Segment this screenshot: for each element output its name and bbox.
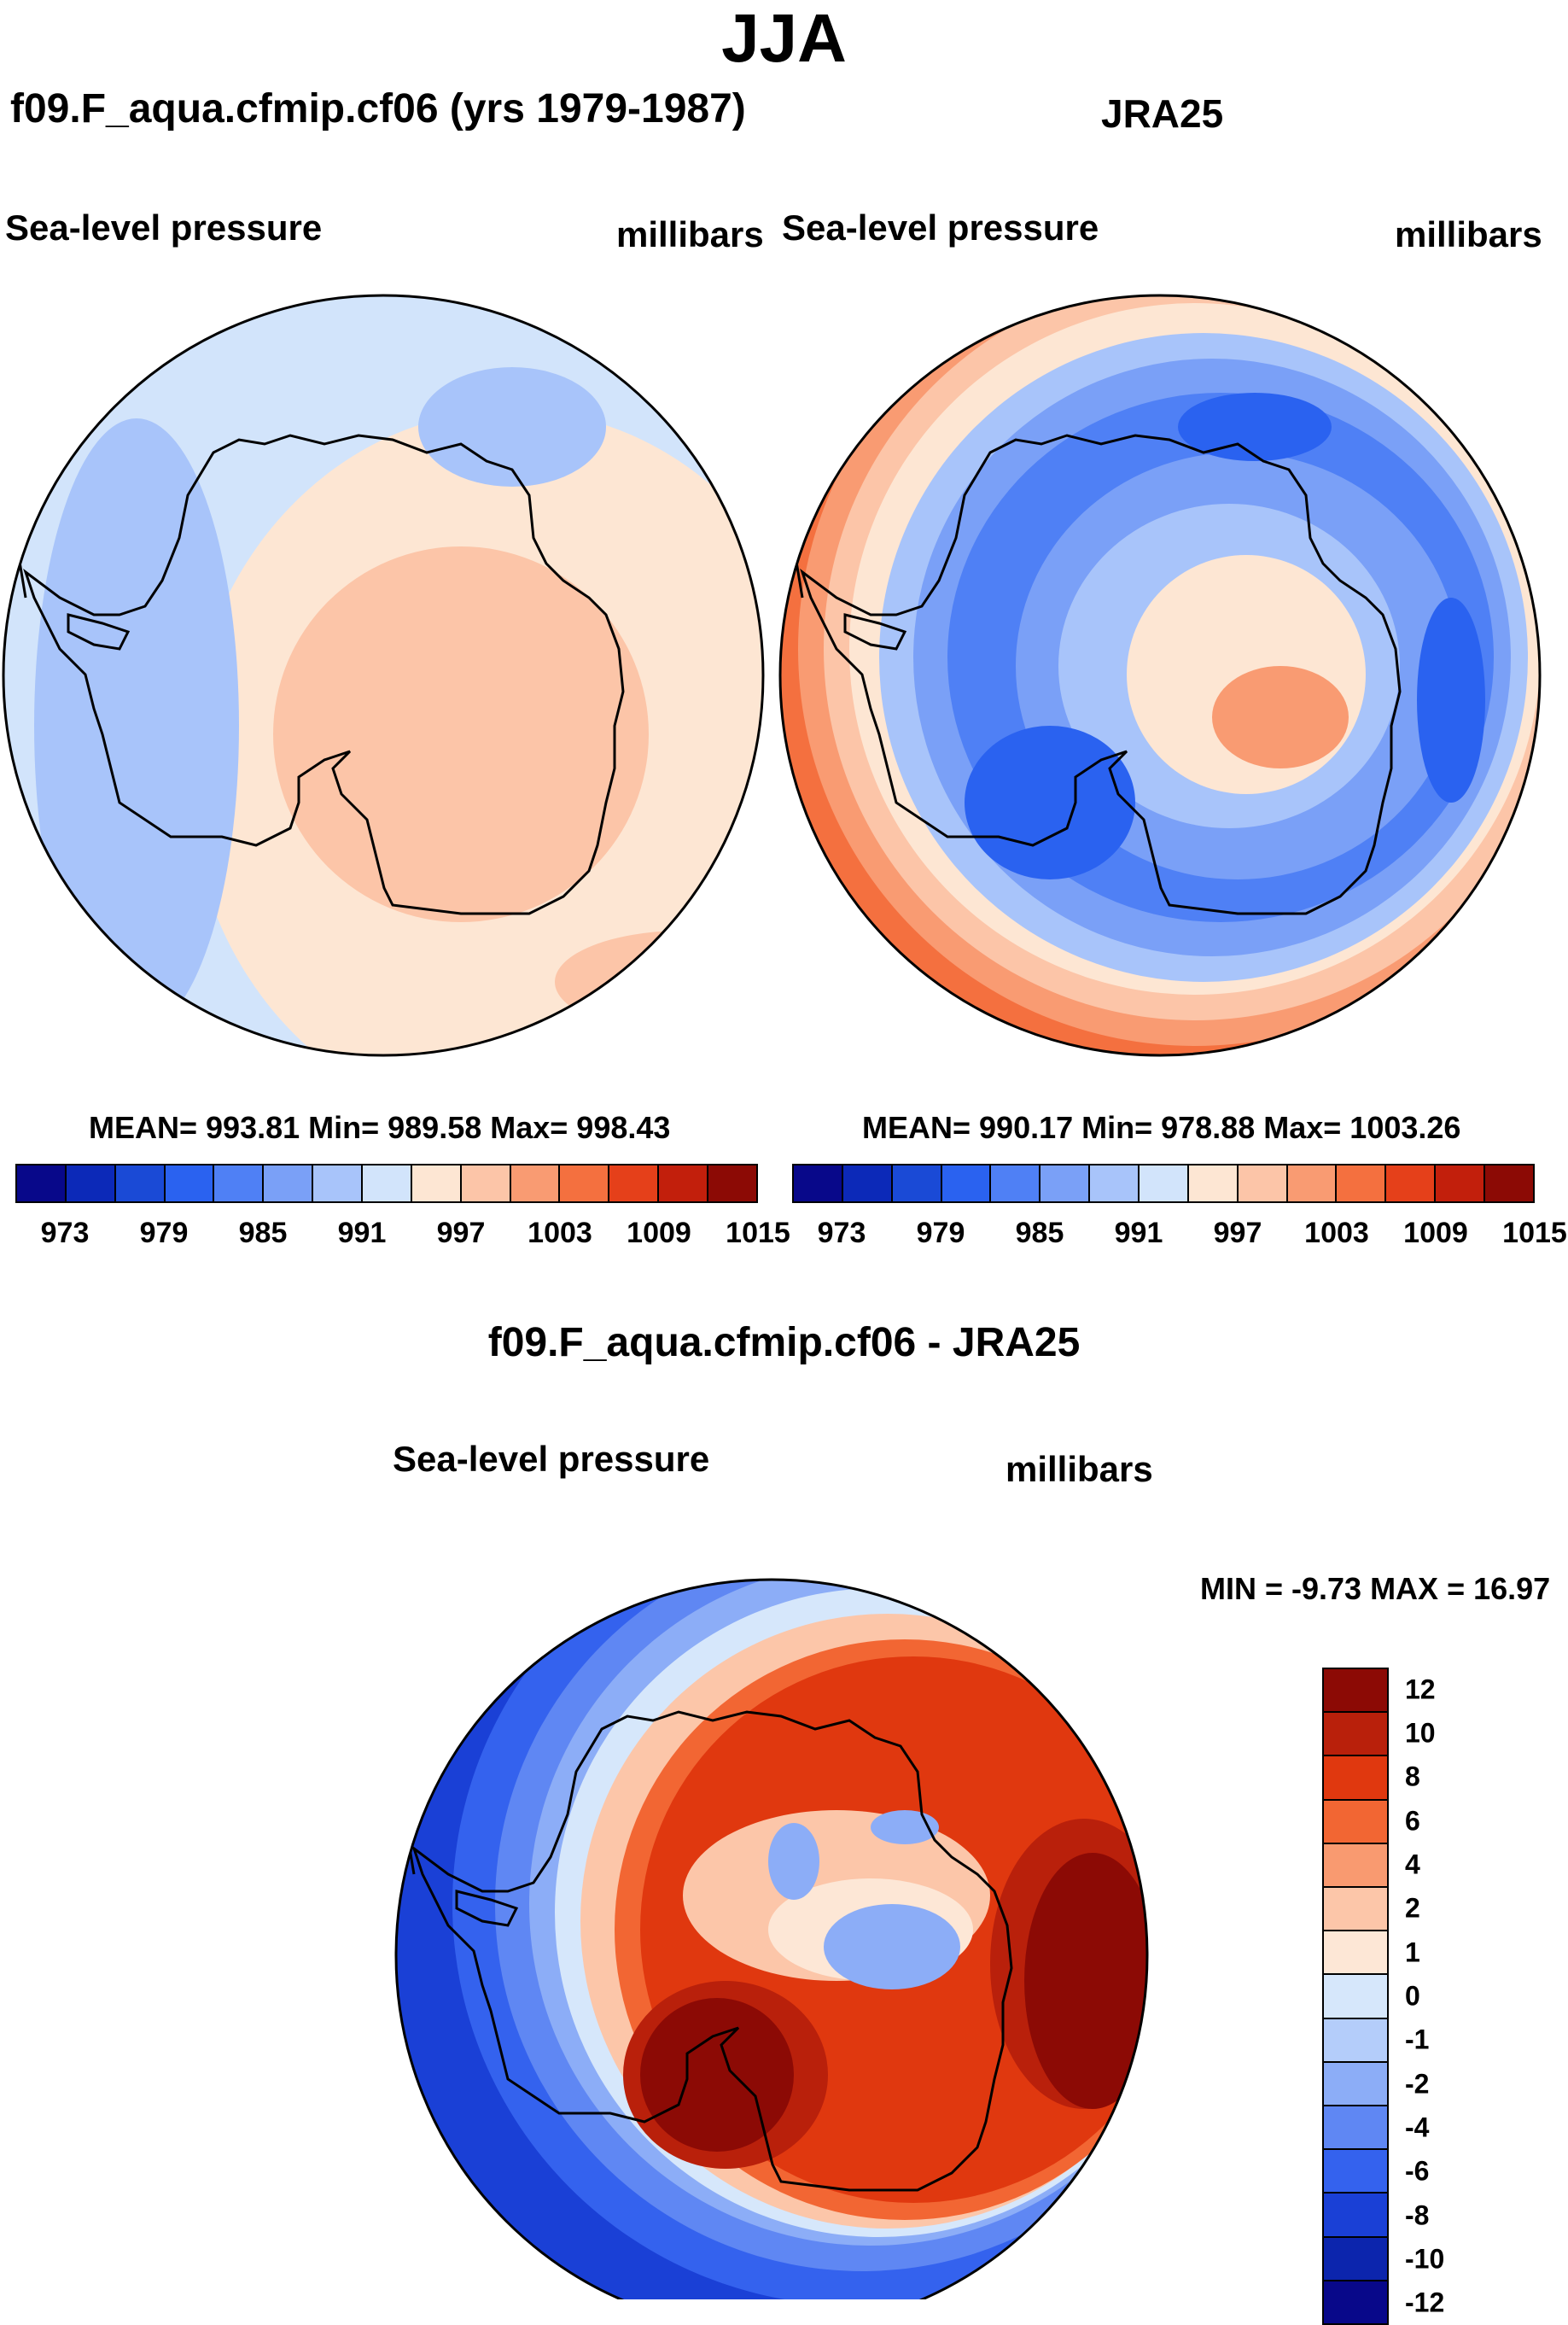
difference-units-label: millibars bbox=[1006, 1449, 1153, 1489]
colorbar-tick-label: 1003 bbox=[528, 1217, 592, 1249]
colorbar-tick-label: 973 bbox=[817, 1217, 866, 1249]
colorbar-swatch bbox=[708, 1165, 756, 1201]
colorbar-tick-label: 985 bbox=[1015, 1217, 1064, 1249]
colorbar-tick-label: -8 bbox=[1405, 2199, 1430, 2231]
colorbar-tick-label: -4 bbox=[1405, 2112, 1430, 2143]
colorbar-swatch bbox=[1337, 1165, 1387, 1201]
right-stats: MEAN= 990.17 Min= 978.88 Max= 1003.26 bbox=[862, 1110, 1461, 1145]
colorbar-tick-label: 1015 bbox=[726, 1217, 790, 1249]
left-units-label: millibars bbox=[616, 214, 764, 254]
colorbar-tick-label: 1009 bbox=[1403, 1217, 1468, 1249]
colorbar-swatch bbox=[1324, 2062, 1387, 2107]
colorbar-swatch bbox=[560, 1165, 610, 1201]
colorbar-swatch bbox=[313, 1165, 364, 1201]
colorbar-swatch bbox=[1238, 1165, 1288, 1201]
difference-map bbox=[396, 1580, 1147, 2299]
colorbar-tick-label: 1009 bbox=[627, 1217, 691, 1249]
colorbar-swatch bbox=[1188, 1165, 1239, 1201]
colorbar-swatch bbox=[1324, 1669, 1387, 1714]
difference-title: f09.F_aqua.cfmip.cf06 - JRA25 bbox=[487, 1320, 1081, 1365]
colorbar-tick-label: 979 bbox=[139, 1217, 189, 1249]
colorbar-swatch bbox=[363, 1165, 412, 1201]
colorbar-swatch bbox=[1324, 1888, 1387, 1932]
right-variable-label: Sea-level pressure bbox=[782, 207, 1099, 248]
colorbar-swatch bbox=[1324, 2194, 1387, 2238]
left-colorbar bbox=[15, 1164, 758, 1203]
colorbar-swatch bbox=[1324, 2106, 1387, 2151]
colorbar-swatch bbox=[1324, 1713, 1387, 1757]
colorbar-swatch bbox=[842, 1165, 893, 1201]
colorbar-tick-label: 0 bbox=[1405, 1980, 1420, 2012]
colorbar-swatch bbox=[1324, 2018, 1387, 2063]
colorbar-swatch bbox=[1287, 1165, 1338, 1201]
colorbar-swatch bbox=[1324, 1756, 1387, 1801]
colorbar-tick-label: 979 bbox=[916, 1217, 965, 1249]
season-title: JJA bbox=[721, 0, 847, 76]
difference-colorbar bbox=[1322, 1668, 1389, 2325]
colorbar-swatch bbox=[1324, 2281, 1387, 2324]
colorbar-tick-label: 12 bbox=[1405, 1674, 1436, 1705]
left-variable-label: Sea-level pressure bbox=[5, 207, 323, 248]
colorbar-tick-label: 997 bbox=[436, 1217, 486, 1249]
colorbar-swatch bbox=[892, 1165, 942, 1201]
colorbar-tick-label: -1 bbox=[1405, 2024, 1430, 2055]
colorbar-swatch bbox=[941, 1165, 992, 1201]
right-panel-title: JRA25 bbox=[1101, 91, 1224, 136]
colorbar-swatch bbox=[1324, 1931, 1387, 1976]
colorbar-swatch bbox=[461, 1165, 511, 1201]
right-colorbar bbox=[792, 1164, 1535, 1203]
colorbar-tick-label: -12 bbox=[1405, 2287, 1445, 2318]
colorbar-tick-label: 991 bbox=[337, 1217, 387, 1249]
colorbar-tick-label: 6 bbox=[1405, 1805, 1420, 1837]
right-map bbox=[780, 295, 1540, 1055]
colorbar-tick-label: 4 bbox=[1405, 1849, 1420, 1880]
colorbar-swatch bbox=[609, 1165, 660, 1201]
colorbar-swatch bbox=[659, 1165, 709, 1201]
colorbar-swatch bbox=[1436, 1165, 1486, 1201]
colorbar-swatch bbox=[1140, 1165, 1189, 1201]
colorbar-swatch bbox=[1324, 2150, 1387, 2194]
colorbar-swatch bbox=[17, 1165, 67, 1201]
left-map bbox=[3, 295, 763, 1055]
colorbar-swatch bbox=[1324, 1843, 1387, 1889]
colorbar-tick-label: 2 bbox=[1405, 1892, 1420, 1924]
colorbar-swatch bbox=[264, 1165, 314, 1201]
colorbar-swatch bbox=[1324, 1975, 1387, 2019]
left-panel-title: f09.F_aqua.cfmip.cf06 (yrs 1979-1987) bbox=[10, 86, 746, 131]
colorbar-tick-label: 10 bbox=[1405, 1717, 1436, 1749]
colorbar-tick-label: 985 bbox=[238, 1217, 288, 1249]
difference-variable-label: Sea-level pressure bbox=[393, 1439, 710, 1479]
colorbar-swatch bbox=[115, 1165, 166, 1201]
colorbar-tick-label: 1015 bbox=[1502, 1217, 1567, 1249]
colorbar-tick-label: 1003 bbox=[1304, 1217, 1369, 1249]
colorbar-tick-label: 1 bbox=[1405, 1937, 1420, 1968]
colorbar-tick-label: -2 bbox=[1405, 2068, 1430, 2100]
colorbar-swatch bbox=[165, 1165, 215, 1201]
colorbar-tick-label: -6 bbox=[1405, 2155, 1430, 2187]
colorbar-swatch bbox=[991, 1165, 1041, 1201]
difference-stats: MIN = -9.73 MAX = 16.97 bbox=[1200, 1571, 1551, 1606]
colorbar-tick-label: -10 bbox=[1405, 2243, 1445, 2275]
colorbar-swatch bbox=[214, 1165, 265, 1201]
left-stats: MEAN= 993.81 Min= 989.58 Max= 998.43 bbox=[89, 1110, 671, 1145]
colorbar-swatch bbox=[794, 1165, 843, 1201]
right-units-label: millibars bbox=[1395, 214, 1542, 254]
colorbar-swatch bbox=[66, 1165, 116, 1201]
colorbar-swatch bbox=[1090, 1165, 1140, 1201]
colorbar-swatch bbox=[510, 1165, 561, 1201]
colorbar-swatch bbox=[1386, 1165, 1437, 1201]
colorbar-swatch bbox=[411, 1165, 462, 1201]
colorbar-swatch bbox=[1485, 1165, 1533, 1201]
colorbar-tick-label: 997 bbox=[1213, 1217, 1262, 1249]
colorbar-swatch bbox=[1324, 2237, 1387, 2281]
colorbar-swatch bbox=[1040, 1165, 1091, 1201]
colorbar-tick-label: 973 bbox=[40, 1217, 90, 1249]
colorbar-tick-label: 991 bbox=[1114, 1217, 1163, 1249]
colorbar-tick-label: 8 bbox=[1405, 1761, 1420, 1792]
colorbar-swatch bbox=[1324, 1800, 1387, 1844]
